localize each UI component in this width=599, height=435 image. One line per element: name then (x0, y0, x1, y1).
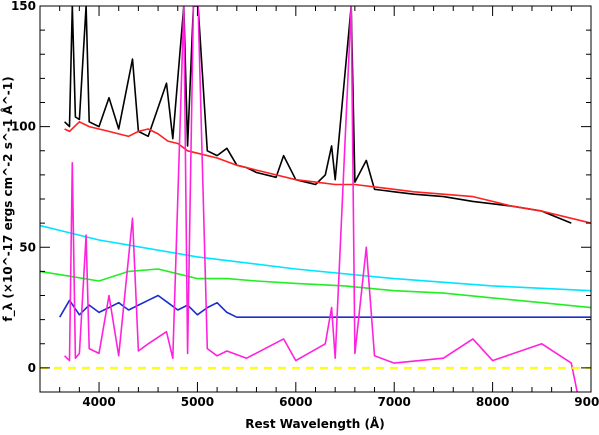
x-tick-label: 8000 (476, 395, 509, 409)
y-tick-label: 100 (11, 120, 36, 134)
series-line-1 (40, 268, 591, 309)
series-line-3 (64, 6, 572, 224)
x-tick-label: 4000 (82, 395, 115, 409)
y-tick-label: 0 (28, 361, 36, 375)
y-axis-label: f_λ (×10^-17 ergs cm^-2 s^-1 Å^-1) (0, 76, 16, 321)
y-tick-label: 50 (19, 240, 36, 254)
x-axis-label: Rest Wavelength (Å) (245, 416, 384, 431)
series-line-0 (40, 224, 591, 292)
y-tick-label: 150 (11, 0, 36, 13)
series-line-2 (59, 294, 591, 319)
x-tick-label: 7000 (378, 395, 411, 409)
plot-frame (39, 5, 592, 393)
series-line-4 (64, 121, 591, 224)
series-line-5 (64, 6, 578, 392)
x-tick-label: 5000 (181, 395, 214, 409)
x-tick-label: 6000 (279, 395, 312, 409)
